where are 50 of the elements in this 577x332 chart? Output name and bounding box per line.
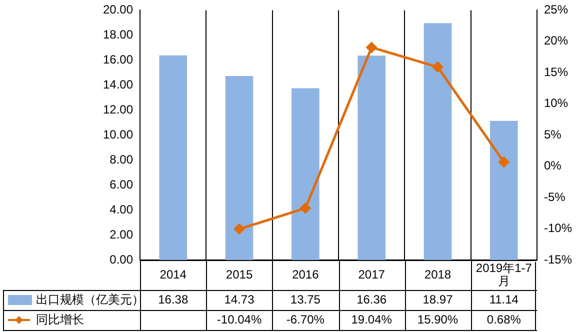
- x-tick-label: 2017: [358, 267, 386, 282]
- point: [366, 42, 377, 53]
- bar: [292, 88, 320, 260]
- data-label: 15.90%: [417, 312, 458, 326]
- y-tick-label: 20.00: [103, 2, 134, 17]
- point: [300, 202, 311, 214]
- y-tick-label: 6.00: [110, 177, 134, 192]
- point: [498, 156, 510, 168]
- point: [432, 62, 443, 72]
- data-label: 11.14: [489, 292, 519, 306]
- data-label: 16.36: [356, 292, 387, 306]
- bar: [225, 76, 254, 260]
- bar: [159, 55, 188, 260]
- data-label: -6.70%: [286, 312, 325, 326]
- y-tick-label: 16.00: [103, 52, 134, 66]
- y2-tick-label: 5%: [544, 127, 562, 142]
- point: [234, 224, 245, 234]
- data-label: 18.97: [422, 292, 454, 306]
- bar: [490, 120, 518, 260]
- x-tick-label: 2019年1-7月: [476, 260, 532, 288]
- bar: [424, 23, 452, 260]
- y2-tick-label: 15%: [544, 64, 568, 79]
- y2-tick-label: 25%: [544, 2, 568, 17]
- data-label: 19.04%: [351, 312, 392, 326]
- y2-tick-label: 10%: [544, 96, 568, 110]
- y2-tick-label: -15%: [544, 252, 572, 266]
- y-tick-label: 12.00: [103, 102, 134, 116]
- legend-label: 出口规模（亿美元）: [36, 292, 144, 306]
- bar: [358, 56, 386, 260]
- y-tick-label: 2.00: [110, 227, 134, 242]
- y2-tick-label: -5%: [544, 190, 566, 204]
- x-tick-label: 2014: [160, 267, 187, 282]
- y-tick-label: 10.00: [103, 127, 134, 142]
- x-tick-label: 2015: [226, 267, 253, 282]
- y-tick-label: 18.00: [103, 27, 134, 42]
- y2-tick-label: -10%: [544, 221, 572, 236]
- y2-tick-label: 0%: [544, 158, 562, 173]
- x-tick-label: 2018: [424, 267, 452, 282]
- data-label: -10.04%: [216, 312, 262, 326]
- data-label: 16.38: [158, 292, 188, 306]
- data-label: 0.68%: [486, 312, 522, 326]
- y-tick-label: 0.00: [110, 252, 134, 266]
- y-tick-label: 14.00: [103, 77, 134, 92]
- y-tick-label: 4.00: [110, 202, 134, 216]
- data-label: 14.73: [224, 292, 255, 306]
- y-tick-label: 8.00: [110, 152, 134, 166]
- data-label: 13.75: [290, 292, 321, 306]
- x-tick-label: 2016: [292, 267, 320, 282]
- y2-tick-label: 20%: [544, 34, 568, 48]
- legend-label: 同比增长: [36, 312, 84, 326]
